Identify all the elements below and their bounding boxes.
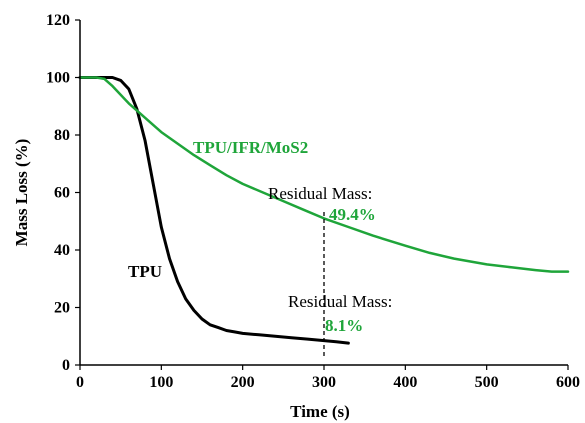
x-tick-label: 300 [312,374,336,391]
x-tick-label: 400 [393,374,417,391]
y-tick-label: 0 [62,357,70,374]
residual-mass-value-lower: 8.1% [325,316,363,335]
series-line-tpu-ifr-mos2 [78,76,570,273]
y-tick-label: 80 [54,127,70,144]
y-tick-label: 100 [46,70,70,87]
residual-mass-label-upper: Residual Mass: [268,184,372,203]
y-tick-label: 40 [54,242,70,259]
x-axis-title: Time (s) [290,402,350,421]
series-label-tpu: TPU [128,262,162,281]
x-tick-label: 200 [231,374,255,391]
y-axis-title: Mass Loss (%) [12,139,31,247]
series-label-tpu-ifr-mos2: TPU/IFR/MoS2 [193,138,308,157]
y-tick-label: 20 [54,300,70,317]
y-tick-label: 60 [54,185,70,202]
x-tick-label: 100 [149,374,173,391]
x-tick-label: 500 [475,374,499,391]
x-tick-label: 600 [556,374,580,391]
x-tick-label: 0 [76,374,84,391]
series-line-tpu [78,76,350,345]
residual-mass-value-upper: 49.4% [329,205,376,224]
residual-mass-label-lower: Residual Mass: [288,292,392,311]
y-tick-label: 120 [46,12,70,29]
